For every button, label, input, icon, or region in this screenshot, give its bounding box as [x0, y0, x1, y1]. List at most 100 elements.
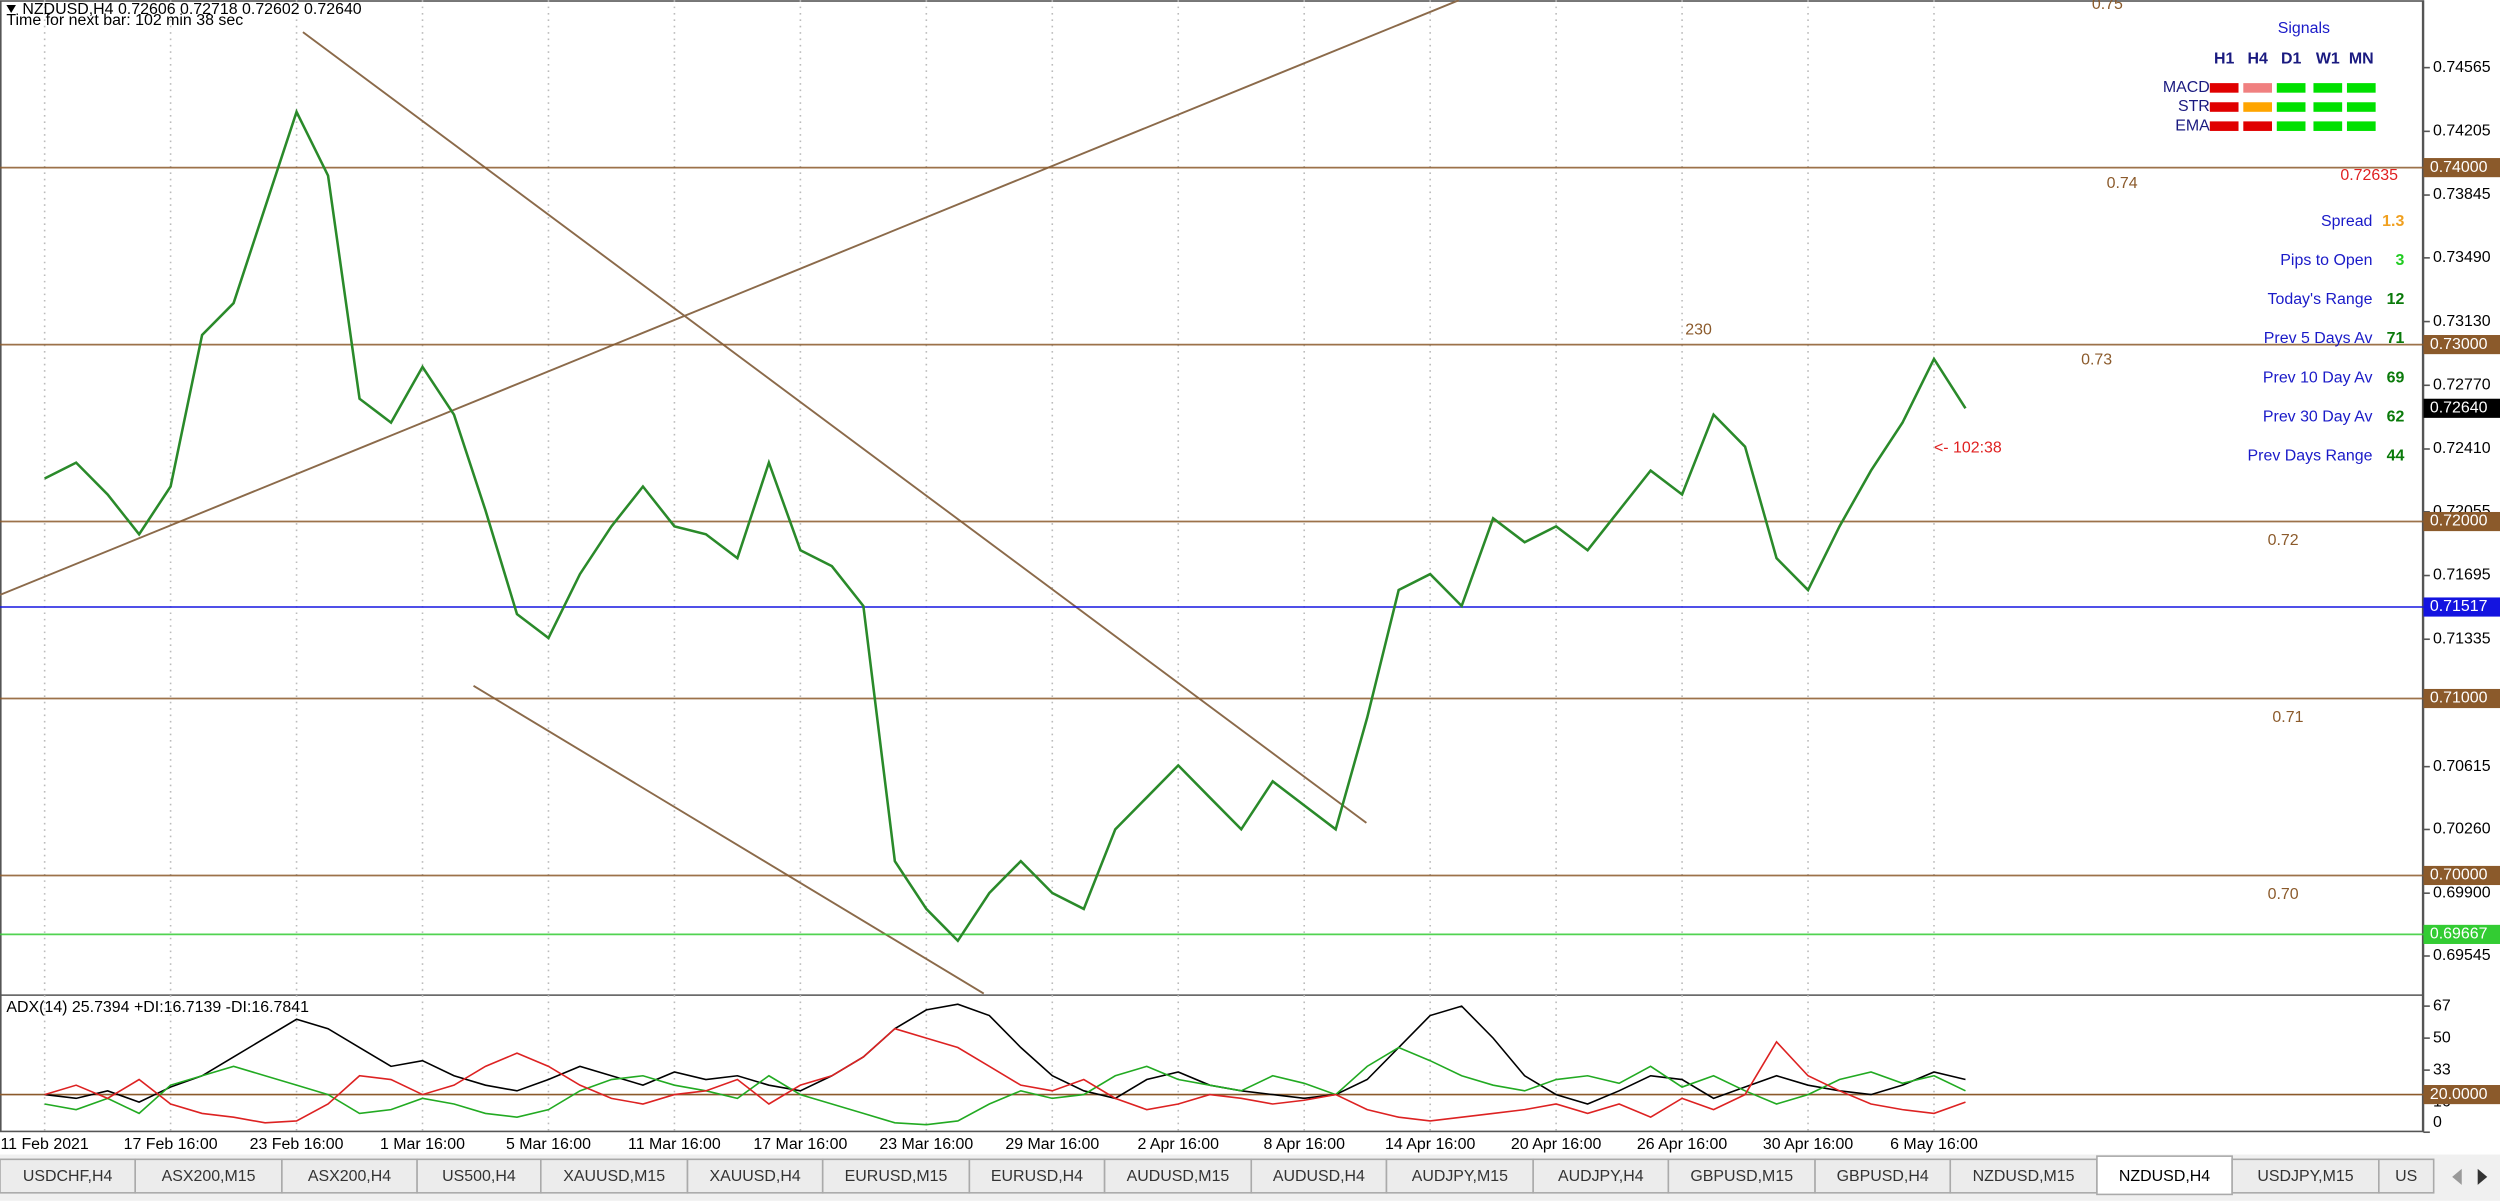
level-text: 0.74 [2107, 175, 2138, 192]
y-tick-label: 0.70615 [2433, 758, 2491, 775]
y-tick-label: 67 [2433, 997, 2451, 1014]
level-label: 0.72000 [2430, 513, 2488, 530]
tab-label[interactable]: ASX200,H4 [308, 1168, 391, 1185]
signal-column: H4 [2247, 50, 2268, 67]
info-label: Prev 5 Days Av [2264, 330, 2373, 347]
signal-block [2346, 102, 2376, 112]
current-price: 0.72635 [2340, 167, 2398, 184]
tab-label[interactable]: XAUUSD,H4 [709, 1168, 800, 1185]
tab[interactable] [1103, 1158, 1253, 1194]
price-panel: 11 Feb 2021 17 Feb 16:00 23 Feb 16:00 1 Mar… [0, 0, 2500, 1153]
adx-line [44, 1046, 1966, 1126]
y-tick-label: 0.72770 [2433, 376, 2491, 393]
x-tick-label: 17 Feb 16:00 [124, 1136, 218, 1153]
tabs: USDCHF,H4 ASX200,M15 ASX200,H4 US500,H4 XAUU… [0, 1155, 2488, 1196]
collapse-icon[interactable] [6, 4, 16, 13]
signal-block [2313, 83, 2343, 93]
signal-column: W1 [2316, 50, 2340, 67]
signals-title: Signals [2278, 20, 2330, 37]
price-label-box [2423, 398, 2500, 418]
tab[interactable] [686, 1158, 824, 1194]
tab[interactable] [2231, 1158, 2380, 1194]
signal-row-label: MACD [2163, 79, 2210, 96]
tab-scroll-left[interactable] [2452, 1168, 2462, 1185]
tab[interactable] [416, 1158, 542, 1194]
level-label: 0.71517 [2430, 598, 2488, 615]
tab-label[interactable]: EURUSD,M15 [845, 1168, 948, 1185]
level-label-box [2423, 597, 2500, 617]
y-tick-label: 33 [2433, 1061, 2451, 1078]
info-value: 71 [2387, 330, 2405, 347]
signal-block [2209, 102, 2239, 112]
x-tick-label: 11 Mar 16:00 [628, 1136, 721, 1153]
x-tick-label: 26 Apr 16:00 [1637, 1136, 1728, 1153]
info-label: Prev 10 Day Av [2263, 369, 2373, 386]
tab-label[interactable]: EURUSD,H4 [991, 1168, 1083, 1185]
adx-title: ADX(14) 25.7394 +DI:16.7139 -DI:16.7841 [6, 999, 309, 1016]
info-value: 1.3 [2382, 213, 2404, 230]
level-label-box [2423, 511, 2500, 532]
level-label: 0.74000 [2430, 159, 2488, 176]
price-line [44, 108, 1967, 943]
tab[interactable] [2378, 1158, 2435, 1194]
tab[interactable] [1385, 1158, 1534, 1194]
tab-label[interactable]: ASX200,M15 [162, 1168, 256, 1185]
tab-label[interactable]: NZDUSD,M15 [1973, 1168, 2075, 1185]
level-text: 0.72 [2268, 532, 2299, 549]
x-tick-label: 14 Apr 16:00 [1385, 1136, 1476, 1153]
signal-block [2276, 102, 2306, 112]
y-tick-label: 0.74565 [2433, 59, 2491, 76]
y-tick-label: 0.69900 [2433, 884, 2491, 901]
x-tick-label: 5 Mar 16:00 [506, 1136, 591, 1153]
signal-block [2276, 83, 2306, 93]
tab[interactable] [968, 1158, 1106, 1194]
tab[interactable] [1532, 1158, 1670, 1194]
tab-scroll-right[interactable] [2477, 1168, 2488, 1185]
symbol-line: NZDUSD,H4 0.72606 0.72718 0.72602 0.7264… [22, 1, 361, 18]
annotation: 0.75 [2092, 0, 2123, 13]
tab-label[interactable]: AUDJPY,M15 [1412, 1168, 1508, 1185]
info-value: 12 [2387, 291, 2405, 308]
tab[interactable] [134, 1158, 283, 1194]
tab-label[interactable]: AUDJPY,H4 [1558, 1168, 1644, 1185]
signal-block [2243, 83, 2273, 93]
info-label: Pips to Open [2280, 252, 2372, 269]
x-tick-label: 23 Mar 16:00 [879, 1136, 973, 1153]
level-text: 0.71 [2272, 709, 2303, 726]
x-tick-label: 1 Mar 16:00 [380, 1136, 465, 1153]
tab[interactable] [1250, 1158, 1388, 1194]
y-tick-label: 0 [2433, 1114, 2442, 1131]
tab-label[interactable]: GBPUSD,H4 [1837, 1168, 1929, 1185]
level-label: 20.0000 [2430, 1086, 2488, 1103]
tab-label[interactable]: AUDUSD,M15 [1127, 1168, 1230, 1185]
y-tick-label: 0.70260 [2433, 821, 2491, 838]
tab-label[interactable]: AUDUSD,H4 [1273, 1168, 1365, 1185]
level-label: 0.70000 [2430, 867, 2488, 884]
level-label-box [2423, 1085, 2500, 1105]
annotation: <- 102:38 [1934, 439, 2002, 456]
tab-label[interactable]: USDJPY,M15 [2257, 1168, 2353, 1185]
tab[interactable] [1949, 1158, 2098, 1194]
tab[interactable] [0, 1158, 137, 1194]
signal-block [2209, 121, 2239, 131]
level-label-box [2423, 158, 2500, 178]
signal-block [2209, 83, 2239, 93]
tab[interactable] [821, 1158, 971, 1194]
y-tick-label: 0.71335 [2433, 630, 2491, 647]
signal-block [2346, 83, 2376, 93]
x-tick-label: 6 May 16:00 [1890, 1136, 1978, 1153]
trend-line [473, 684, 985, 995]
signal-block [2243, 121, 2273, 131]
info-value: 3 [2395, 252, 2404, 269]
level-text: 0.70 [2268, 886, 2299, 903]
info-label: Today's Range [2268, 291, 2373, 308]
x-tick-label: 23 Feb 16:00 [250, 1136, 344, 1153]
tab-label[interactable]: US [2395, 1168, 2417, 1185]
level-label: 0.73000 [2430, 336, 2488, 353]
tab-label[interactable]: USDCHF,H4 [23, 1168, 113, 1185]
tab-label[interactable]: XAUUSD,M15 [563, 1168, 665, 1185]
y-tick-label: 0.74205 [2433, 123, 2491, 140]
tab-label[interactable]: NZDUSD,H4 [2119, 1168, 2210, 1185]
tab-label[interactable]: GBPUSD,M15 [1690, 1168, 1793, 1185]
tab-label[interactable]: US500,H4 [442, 1168, 516, 1185]
